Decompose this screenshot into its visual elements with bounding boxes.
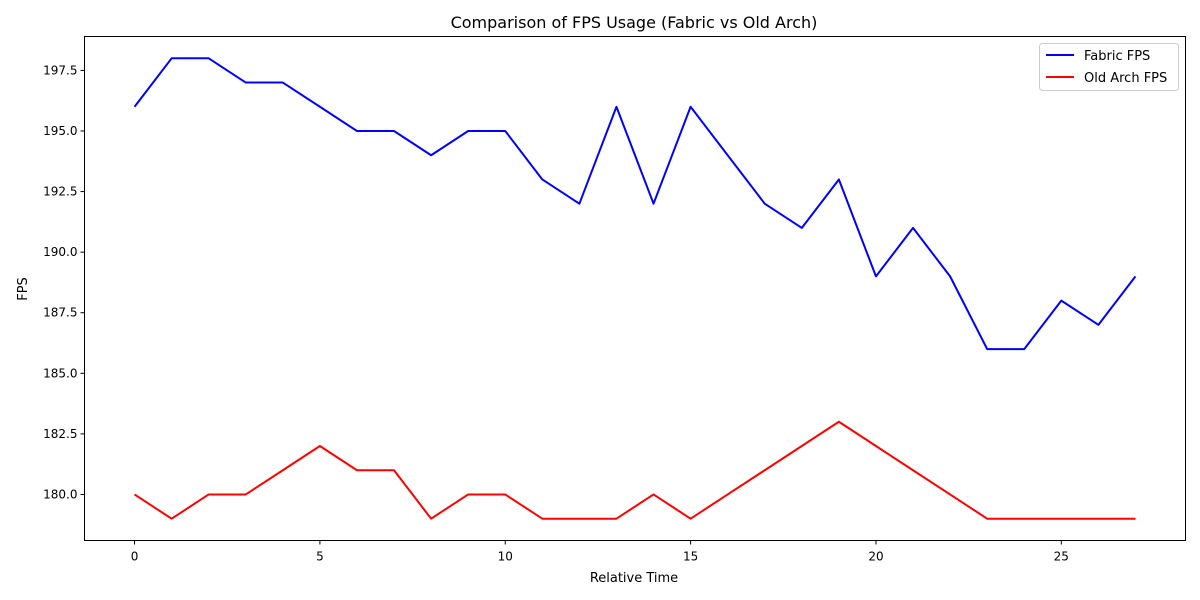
y-tick-label: 192.5	[43, 185, 77, 199]
data-point-fabric-fps	[429, 153, 433, 157]
data-point-old-arch-fps	[281, 468, 285, 472]
y-tick-label: 197.5	[43, 63, 77, 77]
data-point-fabric-fps	[318, 105, 322, 109]
data-point-fabric-fps	[948, 274, 952, 278]
legend-label-old-arch: Old Arch FPS	[1084, 71, 1167, 86]
data-point-fabric-fps	[688, 105, 692, 109]
data-point-old-arch-fps	[985, 516, 989, 520]
data-point-fabric-fps	[132, 105, 136, 109]
data-point-fabric-fps	[614, 105, 618, 109]
data-point-fabric-fps	[355, 129, 359, 133]
y-tick-label: 182.5	[43, 427, 77, 441]
data-point-old-arch-fps	[1096, 516, 1100, 520]
data-point-fabric-fps	[169, 56, 173, 60]
data-point-old-arch-fps	[503, 492, 507, 496]
data-point-fabric-fps	[577, 201, 581, 205]
data-point-old-arch-fps	[318, 444, 322, 448]
data-point-old-arch-fps	[1059, 516, 1063, 520]
y-tick-label: 195.0	[43, 124, 77, 138]
data-point-old-arch-fps	[911, 468, 915, 472]
x-axis: 0 5 10 15 20 25	[131, 540, 1069, 564]
x-axis-label: Relative Time	[590, 571, 678, 586]
data-point-fabric-fps	[281, 80, 285, 84]
data-point-fabric-fps	[206, 56, 210, 60]
x-tick-label: 0	[131, 550, 139, 564]
y-tick-label: 187.5	[43, 306, 77, 320]
data-point-old-arch-fps	[614, 516, 618, 520]
data-point-old-arch-fps	[429, 516, 433, 520]
data-point-fabric-fps	[1059, 298, 1063, 302]
data-point-old-arch-fps	[651, 492, 655, 496]
data-point-fabric-fps	[874, 274, 878, 278]
data-point-old-arch-fps	[800, 444, 804, 448]
series-line-old-arch-fps	[134, 420, 1136, 520]
data-point-old-arch-fps	[948, 492, 952, 496]
data-point-old-arch-fps	[392, 468, 396, 472]
data-point-old-arch-fps	[132, 492, 136, 496]
data-point-fabric-fps	[503, 129, 507, 133]
legend: Fabric FPS Old Arch FPS	[1039, 43, 1179, 91]
data-point-fabric-fps	[651, 201, 655, 205]
data-point-old-arch-fps	[540, 516, 544, 520]
data-point-old-arch-fps	[466, 492, 470, 496]
data-point-old-arch-fps	[355, 468, 359, 472]
y-axis-label: FPS	[16, 277, 31, 301]
data-point-old-arch-fps	[874, 444, 878, 448]
data-point-fabric-fps	[911, 226, 915, 230]
data-point-fabric-fps	[466, 129, 470, 133]
legend-label-fabric: Fabric FPS	[1084, 49, 1150, 64]
y-tick-label: 190.0	[43, 245, 77, 259]
data-point-old-arch-fps	[169, 516, 173, 520]
data-point-fabric-fps	[837, 177, 841, 181]
chart-title: Comparison of FPS Usage (Fabric vs Old A…	[451, 13, 818, 32]
data-point-fabric-fps	[985, 347, 989, 351]
data-point-old-arch-fps	[837, 420, 841, 424]
data-point-old-arch-fps	[688, 516, 692, 520]
y-axis: 180.0 182.5 185.0 187.5 190.0 192.5 195.0 197.5	[43, 63, 85, 501]
x-tick-label: 25	[1054, 550, 1069, 564]
data-point-fabric-fps	[244, 80, 248, 84]
data-point-fabric-fps	[1133, 274, 1137, 278]
data-point-fabric-fps	[800, 226, 804, 230]
plot-area	[84, 36, 1186, 541]
data-point-fabric-fps	[725, 153, 729, 157]
data-point-fabric-fps	[1096, 323, 1100, 327]
y-tick-label: 180.0	[43, 487, 77, 501]
data-point-fabric-fps	[763, 201, 767, 205]
x-tick-label: 10	[498, 550, 513, 564]
data-point-old-arch-fps	[577, 516, 581, 520]
x-tick-label: 15	[683, 550, 698, 564]
y-tick-label: 185.0	[43, 366, 77, 380]
data-point-old-arch-fps	[244, 492, 248, 496]
x-tick-label: 20	[868, 550, 883, 564]
data-point-old-arch-fps	[1133, 516, 1137, 520]
x-tick-label: 5	[316, 550, 324, 564]
legend-box	[1039, 43, 1179, 91]
data-point-fabric-fps	[1022, 347, 1026, 351]
data-point-fabric-fps	[392, 129, 396, 133]
series-group	[132, 56, 1137, 520]
data-point-fabric-fps	[540, 177, 544, 181]
data-point-old-arch-fps	[206, 492, 210, 496]
data-point-old-arch-fps	[763, 468, 767, 472]
series-line-fabric-fps	[133, 57, 1137, 351]
data-point-old-arch-fps	[1022, 516, 1026, 520]
data-point-old-arch-fps	[725, 492, 729, 496]
